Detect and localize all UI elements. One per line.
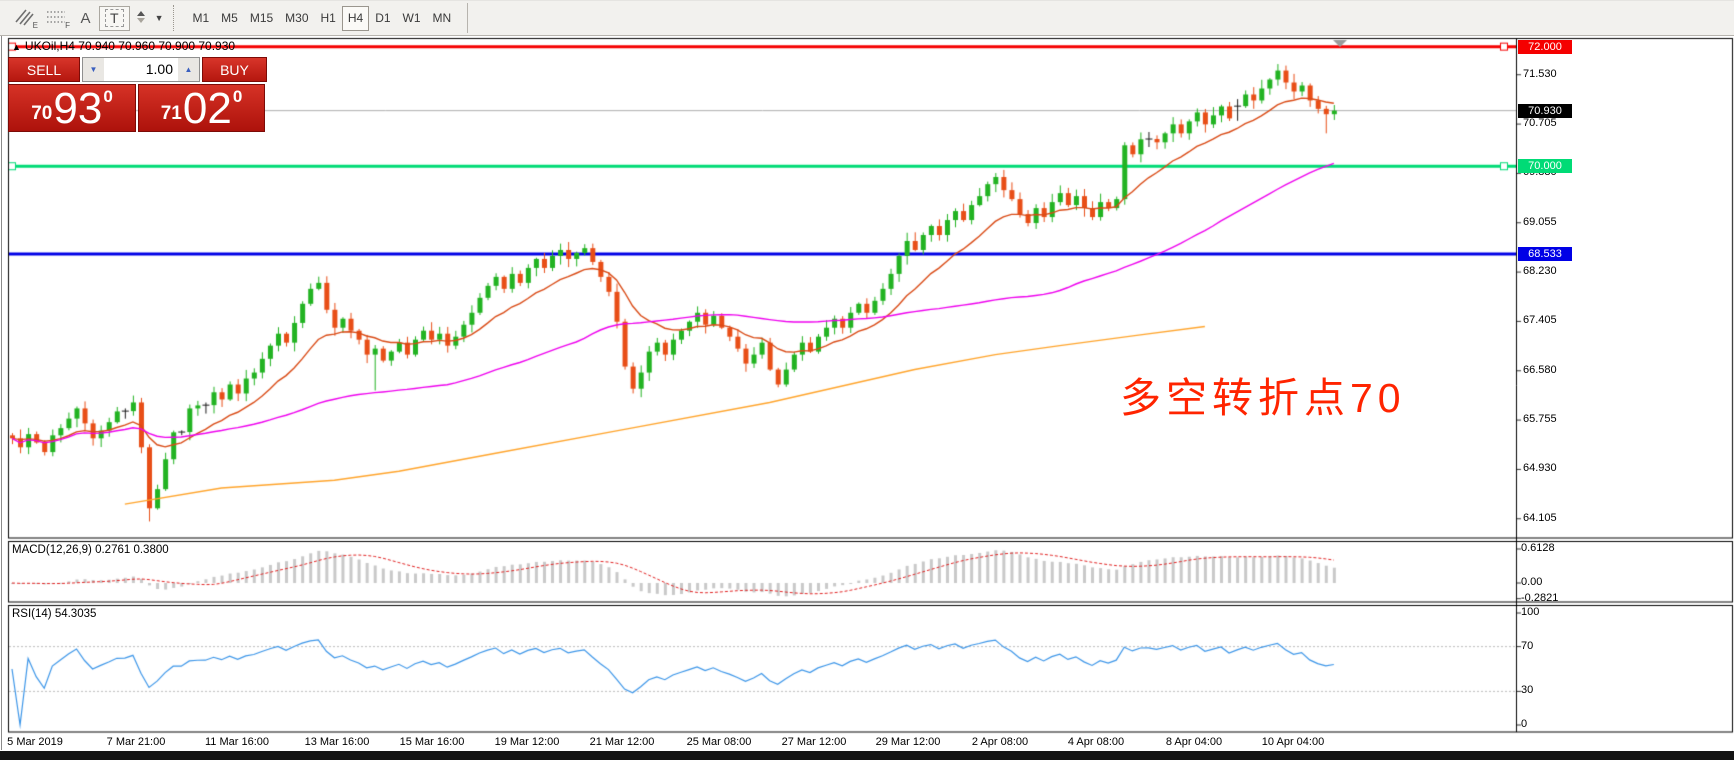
volume-stepper[interactable]: ▼ 1.00 ▲: [82, 57, 200, 82]
text-a-icon: A: [80, 9, 91, 27]
buy-price-cents: 02: [182, 84, 232, 133]
toolbar-separator: [467, 3, 469, 33]
price-axis-label: 69.055: [1523, 215, 1557, 228]
price-axis-label: 64.930: [1523, 462, 1557, 475]
indicators-icon-button[interactable]: E: [8, 6, 40, 31]
time-axis-label: 10 Apr 04:00: [1261, 736, 1325, 748]
timeframe-m30-button[interactable]: M30: [285, 11, 309, 25]
fibonacci-icon-button[interactable]: F: [40, 6, 72, 31]
indicator-icon-letter: E: [32, 20, 38, 30]
time-axis-label: 11 Mar 16:00: [204, 736, 270, 748]
symbol-marker-icon: ▲: [12, 42, 21, 52]
macd-label: MACD(12,26,9) 0.2761 0.3800: [12, 544, 169, 556]
price-axis-label: 64.105: [1523, 511, 1557, 524]
timeframe-m15-button[interactable]: M15: [249, 11, 274, 25]
chart-annotation-text: 多空转折点70: [1120, 375, 1406, 421]
fibonacci-icon-letter: F: [65, 20, 70, 30]
time-axis-label: 19 Mar 12:00: [494, 736, 560, 748]
price-axis-label: 71.530: [1523, 67, 1557, 80]
macd-axis-label: 0.6128: [1521, 541, 1555, 554]
buy-price-pip: 0: [232, 87, 243, 106]
timeframe-mn-button[interactable]: MN: [432, 11, 452, 25]
time-axis-label: 29 Mar 12:00: [875, 736, 941, 748]
time-axis-label: 5 Mar 2019: [7, 736, 63, 748]
chevron-down-icon: ▼: [154, 13, 164, 23]
sell-price-pip: 0: [103, 87, 113, 106]
sort-arrows-icon: [136, 9, 152, 28]
price-axis-label: 67.405: [1523, 314, 1557, 327]
price-axis-label: 66.580: [1523, 363, 1557, 376]
timeframe-m5-button[interactable]: M5: [221, 11, 238, 25]
price-axis-label: 68.230: [1523, 265, 1557, 278]
arrange-windows-button[interactable]: ▼: [130, 6, 170, 31]
buy-price-button[interactable]: 71 02 0: [138, 84, 265, 132]
time-axis-label: 15 Mar 16:00: [399, 736, 465, 748]
time-axis-label: 4 Apr 08:00: [1067, 736, 1125, 748]
time-axis-label: 21 Mar 12:00: [589, 736, 655, 748]
macd-axis-label: -0.2821: [1521, 591, 1559, 604]
time-axis-label: 27 Mar 12:00: [781, 736, 847, 748]
price-axis-label: 65.755: [1523, 413, 1557, 426]
text-box-button[interactable]: T: [99, 5, 130, 31]
volume-increase-button[interactable]: ▲: [178, 58, 199, 81]
rsi-axis-label: 100: [1521, 606, 1540, 618]
sell-price-cents: 93: [53, 84, 103, 133]
price-line-badge: 68.533: [1518, 246, 1572, 261]
price-axis-label: 70.705: [1523, 117, 1557, 130]
time-axis-label: 25 Mar 08:00: [686, 736, 752, 748]
buy-button[interactable]: BUY: [202, 57, 267, 82]
price-line-badge: 70.000: [1518, 159, 1572, 174]
buy-price-integer: 71: [160, 103, 182, 124]
time-axis-label: 8 Apr 04:00: [1165, 736, 1223, 748]
rsi-label: RSI(14) 54.3035: [12, 608, 97, 620]
rsi-axis-label: 70: [1521, 639, 1534, 652]
time-axis-label: 13 Mar 16:00: [304, 736, 370, 748]
sell-button[interactable]: SELL: [8, 57, 80, 82]
current-price-badge: 70.930: [1518, 103, 1572, 118]
toolbar-separator: [173, 5, 180, 31]
timeframe-h1-button[interactable]: H1: [320, 11, 336, 25]
timeframe-d1-button[interactable]: D1: [375, 11, 391, 25]
macd-axis-label: 0.00: [1521, 576, 1543, 588]
chart-title: ▲ UKOil,H4 70.940 70.960 70.900 70.930: [12, 39, 236, 53]
text-t-icon: T: [105, 9, 124, 27]
hatch-indicator-icon: [14, 8, 34, 29]
volume-value[interactable]: 1.00: [145, 61, 173, 77]
timeframe-h4-button[interactable]: H4: [341, 5, 370, 31]
top-toolbar: E F A T ▼ M1 M5 M15 M30 H1 H4 D1 W1 MN: [0, 0, 1734, 36]
dotted-grid-icon: [46, 8, 66, 29]
text-label-button[interactable]: A: [72, 6, 99, 31]
rsi-axis-label: 30: [1521, 684, 1534, 697]
volume-decrease-button[interactable]: ▼: [83, 58, 104, 81]
price-line-badge: 72.000: [1518, 39, 1572, 54]
sell-price-button[interactable]: 70 93 0: [8, 84, 136, 132]
horizontal-scrollbar[interactable]: [0, 751, 1734, 760]
timeframe-w1-button[interactable]: W1: [402, 11, 421, 25]
timeframe-m1-button[interactable]: M1: [192, 11, 210, 25]
chart-canvas[interactable]: [0, 36, 1734, 750]
sell-price-integer: 70: [31, 103, 53, 124]
time-axis-label: 2 Apr 08:00: [971, 736, 1029, 748]
one-click-trading-panel: SELL ▼ 1.00 ▲ BUY 70 93 0 71 02 0: [8, 57, 267, 132]
time-axis-label: 7 Mar 21:00: [106, 736, 166, 748]
rsi-axis-label: 0: [1521, 718, 1528, 730]
